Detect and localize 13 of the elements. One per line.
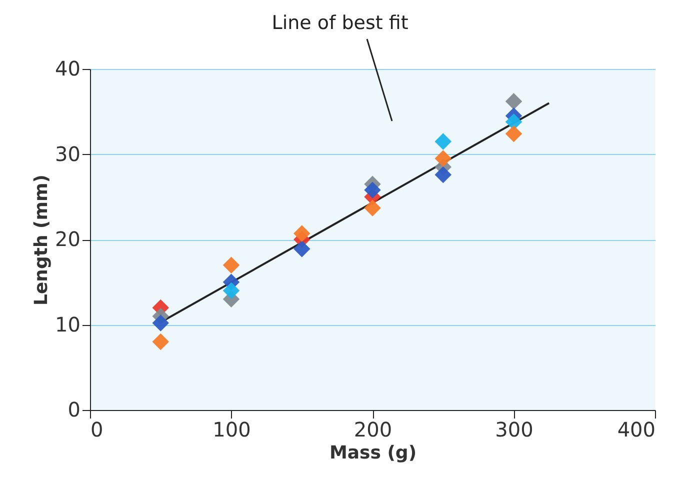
y-tick-label: 30 (55, 142, 80, 166)
y-tick-label: 20 (55, 227, 80, 251)
x-tick-label: 200 (354, 418, 392, 442)
y-axis-title: Length (mm) (31, 174, 52, 306)
y-tick-label: 0 (68, 398, 80, 422)
x-tick-label: 100 (212, 418, 251, 442)
y-tick-label: 40 (55, 56, 80, 80)
x-tick-label: 400 (617, 418, 656, 442)
x-tick-label: 0 (90, 418, 104, 442)
text: Line of best fit (272, 12, 408, 34)
y-tick-label: 10 (55, 312, 80, 336)
x-tick-label: 300 (495, 418, 534, 442)
x-axis-title: Mass (g) (329, 442, 417, 464)
